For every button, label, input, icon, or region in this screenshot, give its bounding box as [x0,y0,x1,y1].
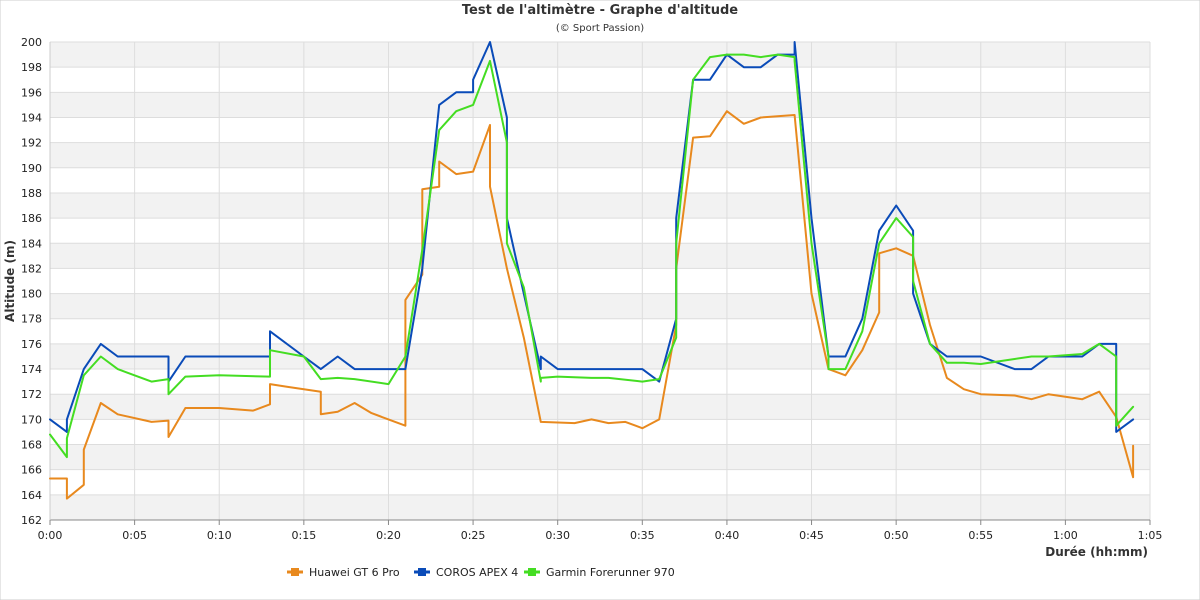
y-tick-label: 200 [21,36,42,49]
y-tick-label: 180 [21,288,42,301]
x-tick-label: 0:10 [207,529,232,542]
y-tick-label: 176 [21,338,42,351]
y-tick-label: 162 [21,514,42,527]
grid-band [50,444,1150,470]
y-tick-label: 188 [21,187,42,200]
x-tick-label: 0:50 [884,529,909,542]
legend-marker-2 [418,568,426,576]
series-line-2 [49,41,1135,433]
y-tick-label: 186 [21,212,42,225]
x-tick-label: 0:40 [715,529,740,542]
y-tick-label: 182 [21,262,42,275]
x-tick-label: 0:45 [799,529,824,542]
y-tick-label: 164 [21,489,42,502]
legend-label-2: COROS APEX 4 [436,566,518,579]
y-tick-label: 194 [21,111,42,124]
x-axis-title: Durée (hh:mm) [1045,545,1148,559]
y-axis-title: Altitude (m) [3,240,17,322]
grid-band [50,243,1150,269]
legend-marker-1 [291,568,299,576]
series-layer [49,41,1135,500]
grid-band [50,394,1150,420]
x-tick-label: 1:00 [1053,529,1078,542]
series-line-1 [49,110,1135,500]
y-tick-label: 178 [21,313,42,326]
series-line-3 [49,53,1135,459]
chart-subtitle: (© Sport Passion) [556,23,644,34]
x-axis-ticks: 0:00 0:05 0:10 0:15 0:20 0:25 0:30 0:35 0:40 0:45… [38,520,1163,542]
grid-band [50,42,1150,68]
grid-band [50,142,1150,168]
y-tick-label: 198 [21,61,42,74]
y-axis-ticks: 162 164 166 168 170 172 174 176 178 180 182 184 186 1… [21,36,42,527]
x-tick-label: 0:00 [38,529,63,542]
y-tick-label: 170 [21,413,42,426]
grid-band [50,192,1150,219]
x-tick-label: 0:20 [376,529,401,542]
x-tick-label: 0:05 [122,529,147,542]
x-tick-label: 0:30 [545,529,570,542]
legend-label-3: Garmin Forerunner 970 [546,566,675,579]
plot-grid [49,41,1151,521]
y-tick-label: 190 [21,162,42,175]
chart-title: Test de l'altimètre - Graphe d'altitude [462,3,738,18]
y-tick-label: 184 [21,237,42,250]
y-tick-label: 174 [21,363,42,376]
x-tick-label: 0:55 [968,529,993,542]
x-tick-label: 1:05 [1138,529,1163,542]
grid-band [50,92,1150,118]
grid-band [50,293,1150,319]
grid-band [50,494,1150,520]
legend-label-1: Huawei GT 6 Pro [309,566,400,579]
x-tick-label: 0:25 [461,529,486,542]
y-tick-label: 168 [21,439,42,452]
x-tick-label: 0:15 [291,529,316,542]
legend-marker-3 [528,568,536,576]
x-tick-label: 0:35 [630,529,655,542]
y-tick-label: 192 [21,137,42,150]
chart-legend: Huawei GT 6 Pro COROS APEX 4 Garmin Foreru… [287,566,675,579]
y-tick-label: 172 [21,388,42,401]
y-tick-label: 166 [21,464,42,477]
y-tick-label: 196 [21,86,42,99]
